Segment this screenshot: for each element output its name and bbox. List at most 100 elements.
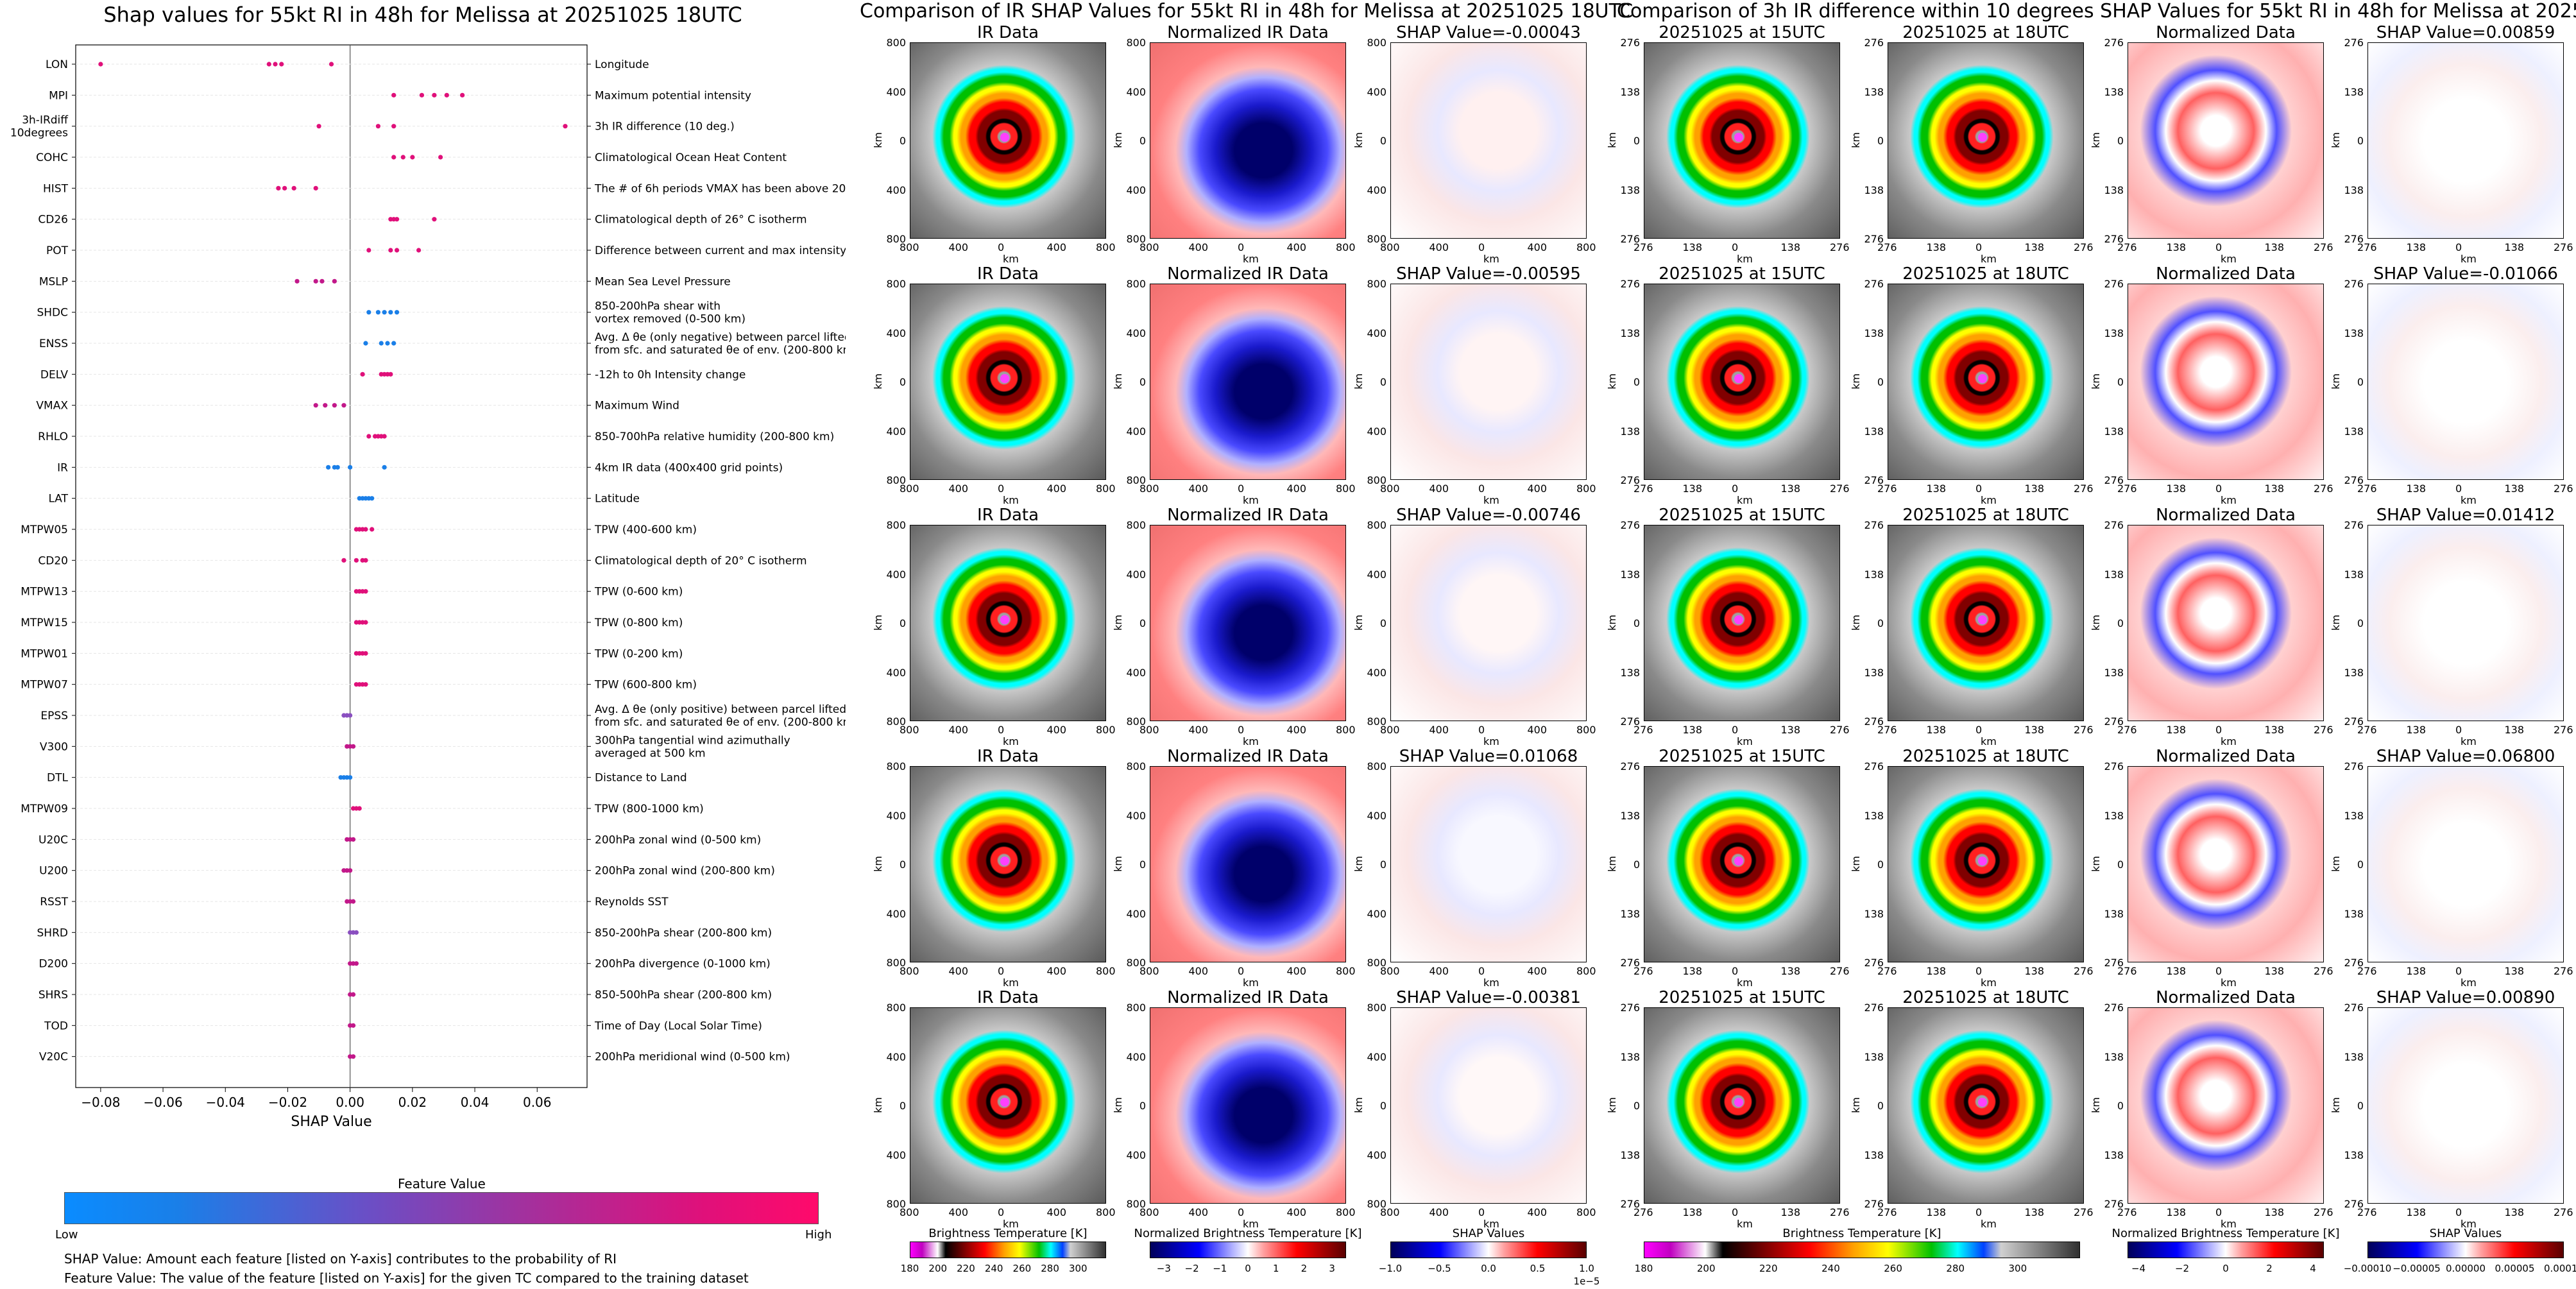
shap-point bbox=[313, 403, 318, 408]
feature-label: MSLP bbox=[39, 275, 68, 288]
y-tick-label: 138 bbox=[2104, 666, 2124, 679]
y-tick-label: 276 bbox=[1864, 474, 1884, 486]
shap-point bbox=[363, 341, 368, 346]
y-tick-label: 400 bbox=[1126, 327, 1146, 339]
x-tick-label: 138 bbox=[2024, 482, 2045, 495]
x-tick-label: 276 bbox=[1877, 965, 1897, 977]
x-tick-label: 400 bbox=[1527, 482, 1548, 495]
colorbar-tick-label: 1.0 bbox=[1579, 1263, 1594, 1274]
y-tick-label: 138 bbox=[2344, 1050, 2364, 1063]
colorbar-tick-label: 180 bbox=[1634, 1263, 1653, 1274]
ir-18utc-image bbox=[1888, 766, 2084, 962]
feature-label: MTPW01 bbox=[21, 647, 68, 660]
x-tick-label: 276 bbox=[2314, 1206, 2333, 1218]
normalized-diff-image bbox=[2128, 525, 2324, 721]
x-tick-label: 138 bbox=[1780, 482, 1801, 495]
y-axis-label: km bbox=[1605, 373, 1618, 389]
y-tick-label: 0 bbox=[1139, 1100, 1146, 1112]
y-tick-label: 276 bbox=[2344, 1002, 2364, 1014]
shap-point bbox=[360, 371, 365, 377]
y-tick-label: 800 bbox=[1126, 278, 1146, 290]
shap-point bbox=[279, 62, 284, 67]
panel-title: IR Data bbox=[977, 506, 1039, 525]
panel-title: Normalized IR Data bbox=[1167, 23, 1329, 42]
feature-description: TPW (600-800 km) bbox=[594, 679, 697, 692]
x-tick-label: 800 bbox=[1380, 482, 1400, 495]
y-axis-label: km bbox=[1849, 1097, 1862, 1113]
x-tick-label: 0 bbox=[2455, 482, 2462, 495]
y-tick-label: 0 bbox=[899, 135, 906, 147]
x-tick-label: 400 bbox=[1429, 965, 1449, 977]
shap-point bbox=[438, 155, 443, 160]
x-tick-label: 800 bbox=[1139, 724, 1159, 736]
ir-comparison-title: Comparison of IR SHAP Values for 55kt RI… bbox=[860, 0, 1633, 22]
normalized-diff-image bbox=[2128, 42, 2324, 239]
feature-description: vortex removed (0-500 km) bbox=[595, 313, 746, 326]
shap-point bbox=[391, 341, 397, 346]
feature-label: TOD bbox=[44, 1020, 68, 1032]
x-tick-label: 0 bbox=[1238, 241, 1245, 253]
y-tick-label: 138 bbox=[2344, 1148, 2364, 1161]
panel-title: SHAP Value=0.00859 bbox=[2376, 23, 2555, 42]
feature-label: ENSS bbox=[39, 337, 68, 350]
x-tick-label: 138 bbox=[2024, 241, 2045, 253]
y-tick-label: 138 bbox=[1864, 907, 1884, 920]
shap-point bbox=[291, 185, 296, 191]
shap-point bbox=[394, 248, 400, 253]
y-tick-label: 0 bbox=[1877, 376, 1884, 388]
y-axis-label: km bbox=[2329, 615, 2342, 631]
panel-title: Normalized Data bbox=[2156, 506, 2296, 525]
x-tick-label: 276 bbox=[2357, 241, 2377, 253]
feature-description: Reynolds SST bbox=[595, 896, 669, 909]
x-tick-label: 276 bbox=[1877, 482, 1897, 495]
y-tick-label: 400 bbox=[1126, 568, 1146, 581]
feature-description: Maximum Wind bbox=[595, 400, 679, 413]
colorbar-tick-label: −2 bbox=[2174, 1263, 2190, 1274]
y-tick-label: 800 bbox=[1367, 278, 1386, 290]
feature-label: IR bbox=[57, 461, 68, 474]
y-tick-label: 276 bbox=[2344, 278, 2364, 290]
feature-label: MTPW07 bbox=[21, 679, 68, 692]
y-tick-label: 276 bbox=[1864, 278, 1884, 290]
x-tick-label: 276 bbox=[1830, 482, 1850, 495]
shap-image bbox=[1390, 766, 1587, 962]
feature-colorbar-low: Low bbox=[55, 1228, 78, 1242]
shap-point bbox=[388, 310, 393, 315]
colorbar-tick-label: −1 bbox=[1213, 1263, 1227, 1274]
y-tick-label: 276 bbox=[2344, 474, 2364, 486]
x-tick-label: 138 bbox=[1682, 965, 1703, 977]
shap-point bbox=[354, 558, 359, 563]
shap-point bbox=[348, 775, 353, 780]
x-tick-label: 276 bbox=[2117, 965, 2137, 977]
x-tick-label: 400 bbox=[1046, 241, 1067, 253]
colorbar-title: Brightness Temperature [K] bbox=[1782, 1227, 1941, 1240]
y-tick-label: 0 bbox=[1633, 617, 1640, 629]
y-tick-label: 138 bbox=[1864, 809, 1884, 822]
colorbar-tick-label: 0.00010 bbox=[2543, 1263, 2576, 1274]
feature-label: RHLO bbox=[38, 431, 68, 443]
y-tick-label: 400 bbox=[1367, 184, 1386, 196]
x-tick-label: 276 bbox=[2357, 965, 2377, 977]
colorbar-tick-label: 0.00000 bbox=[2445, 1263, 2486, 1274]
shap-point bbox=[391, 155, 397, 160]
x-tick-label: 138 bbox=[2406, 965, 2427, 977]
feature-description: from sfc. and saturated θe of env. (200-… bbox=[595, 344, 846, 357]
x-tick-label: 138 bbox=[1926, 724, 1947, 736]
storm-center-marker bbox=[1734, 132, 1743, 142]
ir-15utc-image bbox=[1644, 1007, 1840, 1204]
x-tick-label: 400 bbox=[948, 965, 969, 977]
feature-description: TPW (400-600 km) bbox=[594, 524, 697, 536]
storm-center-marker bbox=[1734, 1097, 1743, 1107]
y-tick-label: 400 bbox=[886, 907, 906, 920]
feature-label: MTPW13 bbox=[21, 586, 68, 599]
y-tick-label: 138 bbox=[1620, 809, 1640, 822]
colorbar-tick-label: 4 bbox=[2310, 1263, 2316, 1274]
colorbar-tick-label: 3 bbox=[1329, 1263, 1335, 1274]
feature-description: Maximum potential intensity bbox=[595, 89, 751, 102]
x-axis-label: km bbox=[1737, 1218, 1753, 1230]
y-tick-label: 138 bbox=[1620, 907, 1640, 920]
colorbar-offset-label: 1e−5 bbox=[1573, 1276, 1600, 1287]
x-tick-label: 400 bbox=[1188, 1206, 1209, 1218]
colorbar-tick-label: 0 bbox=[1245, 1263, 1251, 1274]
x-axis-label: km bbox=[2461, 1218, 2477, 1230]
